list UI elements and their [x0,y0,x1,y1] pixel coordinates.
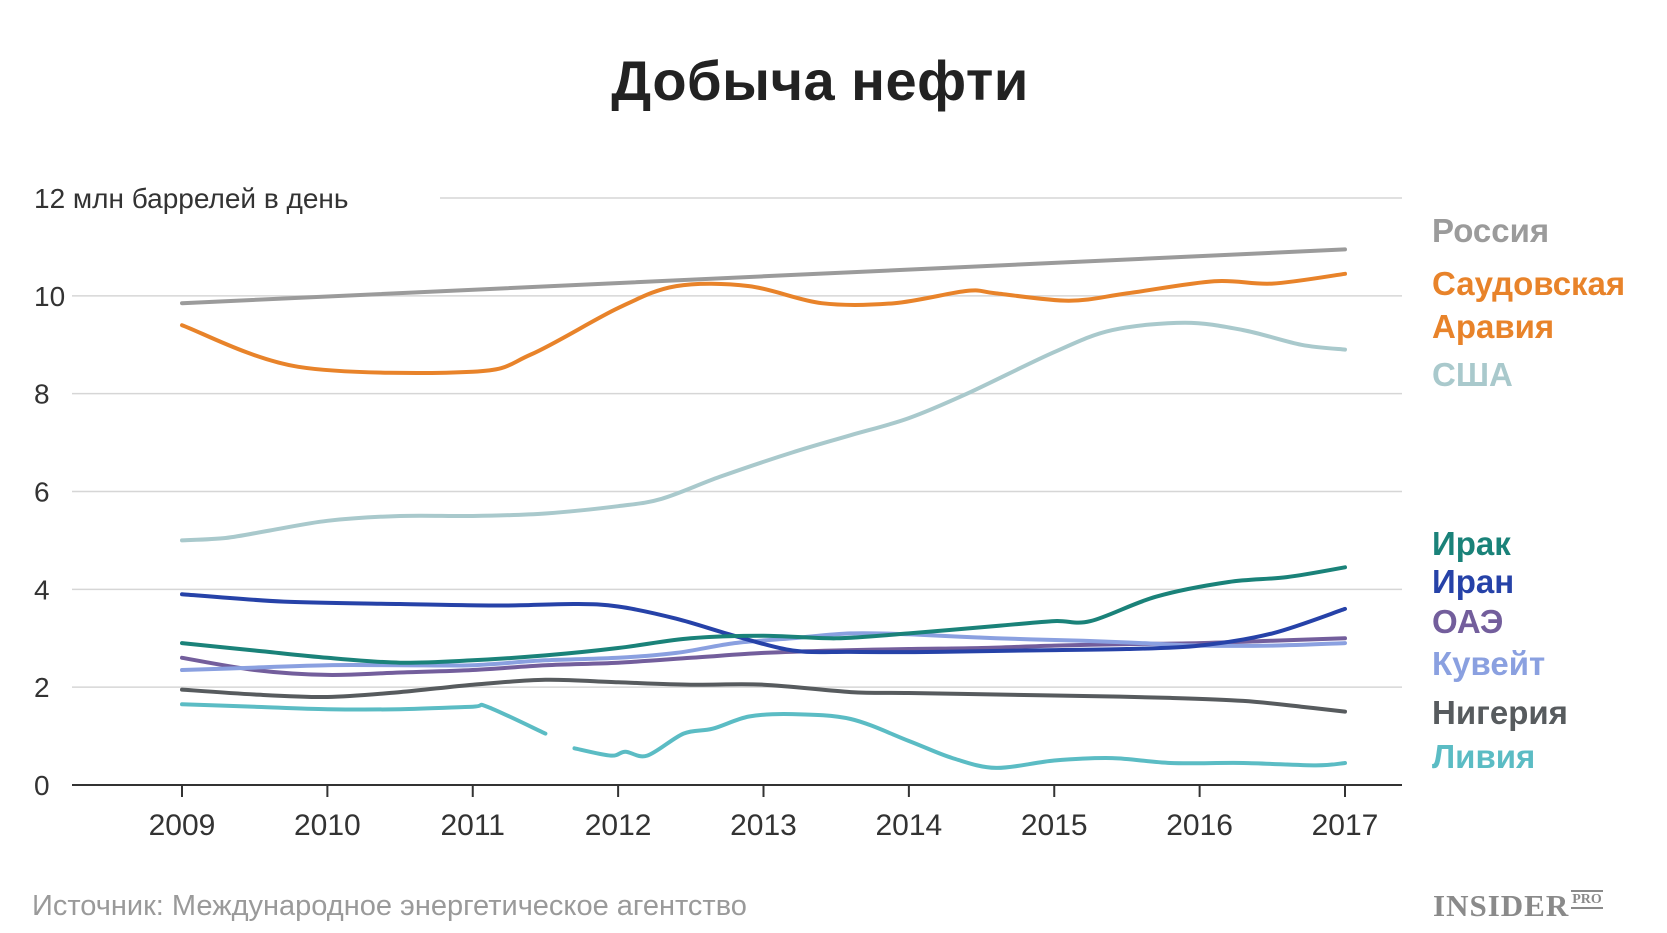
series-lines [180,247,1347,770]
y-tick-label: 10 [34,281,65,312]
series-label: ОАЭ [1432,603,1503,640]
series-label: Нигерия [1432,694,1568,731]
y-tick-label: 4 [34,574,50,605]
series-label: Ливия [1432,738,1535,775]
source-note: Источник: Международное энергетическое а… [32,890,747,922]
series-line [180,565,1347,665]
chart-svg: 0 2 4 6 8 10 12 млн баррелей в день 2009 2010 201… [34,183,1625,842]
brand-logo: INSIDER PRO [1433,886,1603,926]
y-tick-label: 2 [34,672,50,703]
y-tick-label: 0 [34,770,50,801]
series-line [180,320,1347,543]
x-tick-label: 2011 [440,809,505,842]
axes: 0 2 4 6 8 10 12 млн баррелей в день 2009 2010 201… [34,183,1402,842]
grid-lines [72,197,1402,688]
series-line [180,592,1347,655]
chart-title: Добыча нефти [611,49,1029,112]
series-line [180,677,1347,714]
series-line [180,631,1347,672]
x-tick-label: 2013 [730,809,797,842]
series-label: Кувейт [1432,645,1545,682]
brand-name: INSIDER [1433,888,1570,923]
series-label: Аравия [1432,308,1554,345]
brand-suffix: PRO [1571,890,1603,909]
y-tick-label: 6 [34,477,50,508]
x-tick-label: 2014 [876,809,943,842]
x-tick-label: 2015 [1021,809,1088,842]
series-line [180,702,1347,770]
x-tick-label: 2016 [1166,809,1233,842]
series-label: Россия [1432,212,1549,249]
series-label: Иран [1432,563,1514,600]
x-tick-label: 2009 [149,809,216,842]
y-axis-label: 12 млн баррелей в день [34,183,348,214]
series-line [180,271,1347,375]
x-tick-label: 2017 [1312,809,1379,842]
series-label: США [1432,356,1513,393]
series-label: Саудовская [1432,265,1625,302]
x-tick-label: 2010 [294,809,361,842]
x-tick-label: 2012 [585,809,652,842]
y-tick-label: 8 [34,379,50,410]
series-label: Ирак [1432,525,1511,562]
series-line [180,247,1347,306]
